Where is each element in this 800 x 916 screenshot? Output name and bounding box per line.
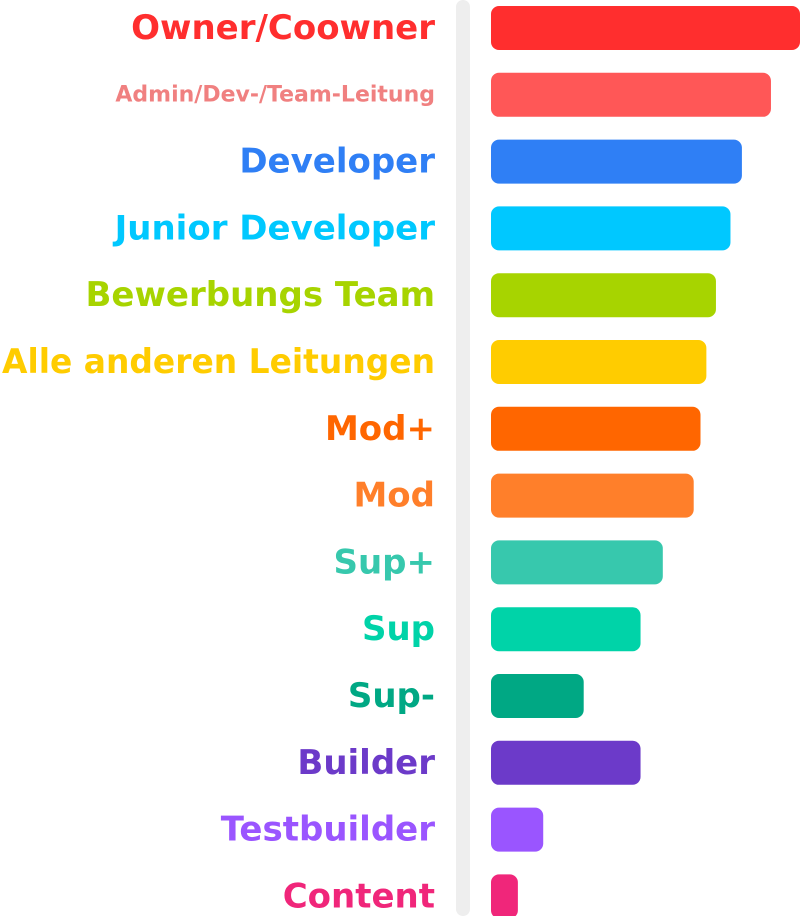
bar-7 [491,473,694,518]
category-labels: Owner/Coowner Admin/Dev-/Team-Leitung Deve… [2,8,435,916]
bar-12 [491,807,544,852]
bar-5 [491,340,707,384]
bar-8 [491,540,663,585]
bar-9 [491,607,641,652]
category-label-10: Sup- [348,676,435,716]
chart-divider [456,0,470,916]
bar-2 [491,139,742,184]
category-label-13: Content [283,876,435,916]
category-label-0: Owner/Coowner [131,8,435,48]
category-label-7: Mod [353,476,435,516]
category-label-11: Builder [297,743,435,783]
category-label-8: Sup+ [333,542,435,582]
bar-10 [491,674,584,718]
category-label-12: Testbuilder [221,810,435,850]
category-label-9: Sup [362,609,435,649]
category-label-3: Junior Developer [113,208,436,248]
category-label-1: Admin/Dev-/Team-Leitung [115,82,435,107]
bars [491,6,800,916]
category-label-4: Bewerbungs Team [86,275,435,315]
bar-1 [491,72,771,117]
bar-3 [491,206,731,251]
category-label-2: Developer [239,142,435,182]
bar-13 [491,874,518,916]
category-label-6: Mod+ [325,409,435,449]
bar-11 [491,740,641,785]
bar-4 [491,273,716,318]
bar-0 [491,6,800,50]
bar-6 [491,406,701,451]
category-label-5: Alle anderen Leitungen [2,342,435,382]
